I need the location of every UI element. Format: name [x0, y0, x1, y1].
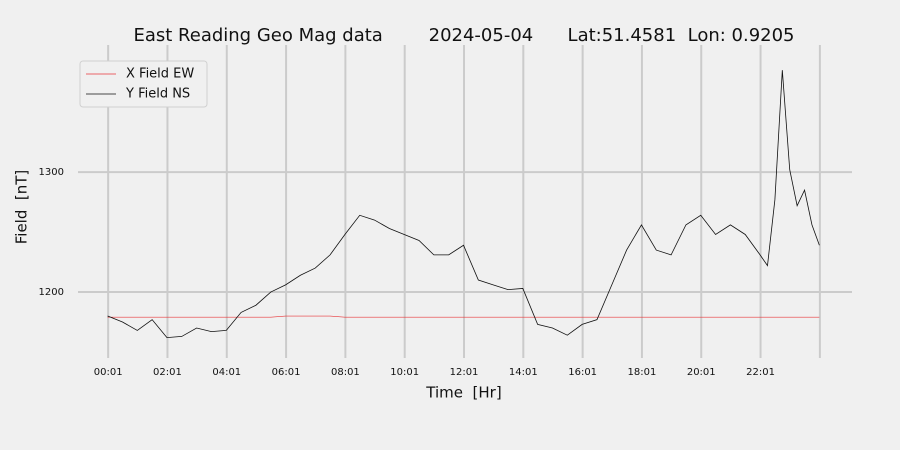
- x-tick-label: 18:01: [628, 367, 657, 378]
- y-tick-label: 1300: [39, 167, 64, 178]
- x-tick-label: 20:01: [687, 367, 716, 378]
- x-tick-label: 00:01: [94, 367, 123, 378]
- legend-box: [79, 60, 208, 108]
- y-axis-label: Field [nT]: [13, 170, 31, 245]
- series-line: [107, 315, 820, 318]
- x-tick-label: 06:01: [272, 367, 301, 378]
- legend-label: Y Field NS: [125, 87, 190, 102]
- legend: X Field EW Y Field NS: [79, 60, 208, 108]
- legend-label: X Field EW: [126, 67, 194, 82]
- x-tick-label: 08:01: [331, 367, 360, 378]
- x-tick-label: 14:01: [509, 367, 538, 378]
- lines: [107, 70, 820, 339]
- x-tick-label: 04:01: [212, 367, 241, 378]
- x-tick-label: 10:01: [390, 367, 419, 378]
- x-axis-label: Time [Hr]: [425, 384, 501, 402]
- series-line: [107, 70, 820, 339]
- x-tick-label: 22:01: [746, 367, 775, 378]
- chart-title: East Reading Geo Mag data 2024-05-04 Lat…: [133, 25, 794, 46]
- y-tick-label: 1200: [39, 287, 64, 298]
- x-tick-label: 16:01: [568, 367, 597, 378]
- x-tick-label: 02:01: [153, 367, 182, 378]
- x-tick-label: 12:01: [450, 367, 479, 378]
